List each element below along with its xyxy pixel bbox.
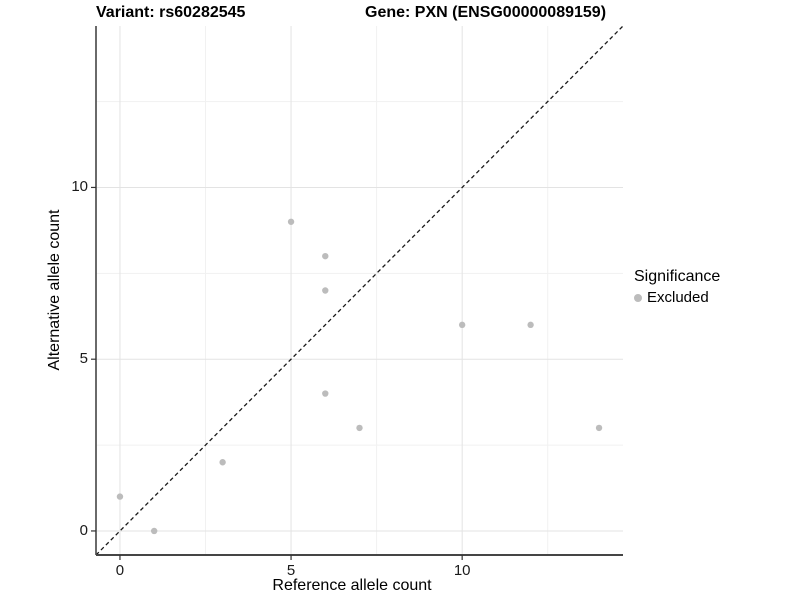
plot-panel [91, 25, 624, 560]
legend-item: Excluded [634, 289, 720, 306]
data-point [595, 424, 603, 432]
y-tick-label: 0 [79, 521, 88, 539]
data-point [287, 218, 295, 225]
data-point [322, 252, 329, 260]
legend-items: Excluded [634, 289, 720, 306]
variant-title: Variant: rs60282545 [96, 4, 246, 21]
identity-dashed-line [95, 25, 624, 556]
data-point [322, 287, 329, 294]
data-point [116, 493, 124, 500]
y-axis-title: Alternative allele count [46, 209, 63, 371]
gene-title: Gene: PXN (ENSG00000089159) [365, 4, 607, 21]
legend: Significance Excluded [634, 268, 720, 306]
data-point [458, 321, 466, 329]
data-point [150, 527, 158, 535]
x-tick-label: 5 [286, 562, 296, 579]
x-tick-label: 0 [115, 562, 125, 579]
data-point [356, 424, 363, 432]
y-tick-label: 5 [79, 350, 88, 368]
data-point [219, 459, 226, 466]
legend-item-label: Excluded [647, 289, 709, 306]
legend-point-icon [634, 293, 642, 302]
data-point [322, 390, 329, 397]
y-tick-label: 10 [71, 178, 88, 196]
legend-title: Significance [634, 268, 721, 285]
x-axis-title: Reference allele count [272, 577, 432, 594]
x-tick-label: 10 [453, 562, 471, 579]
data-point [527, 321, 534, 329]
